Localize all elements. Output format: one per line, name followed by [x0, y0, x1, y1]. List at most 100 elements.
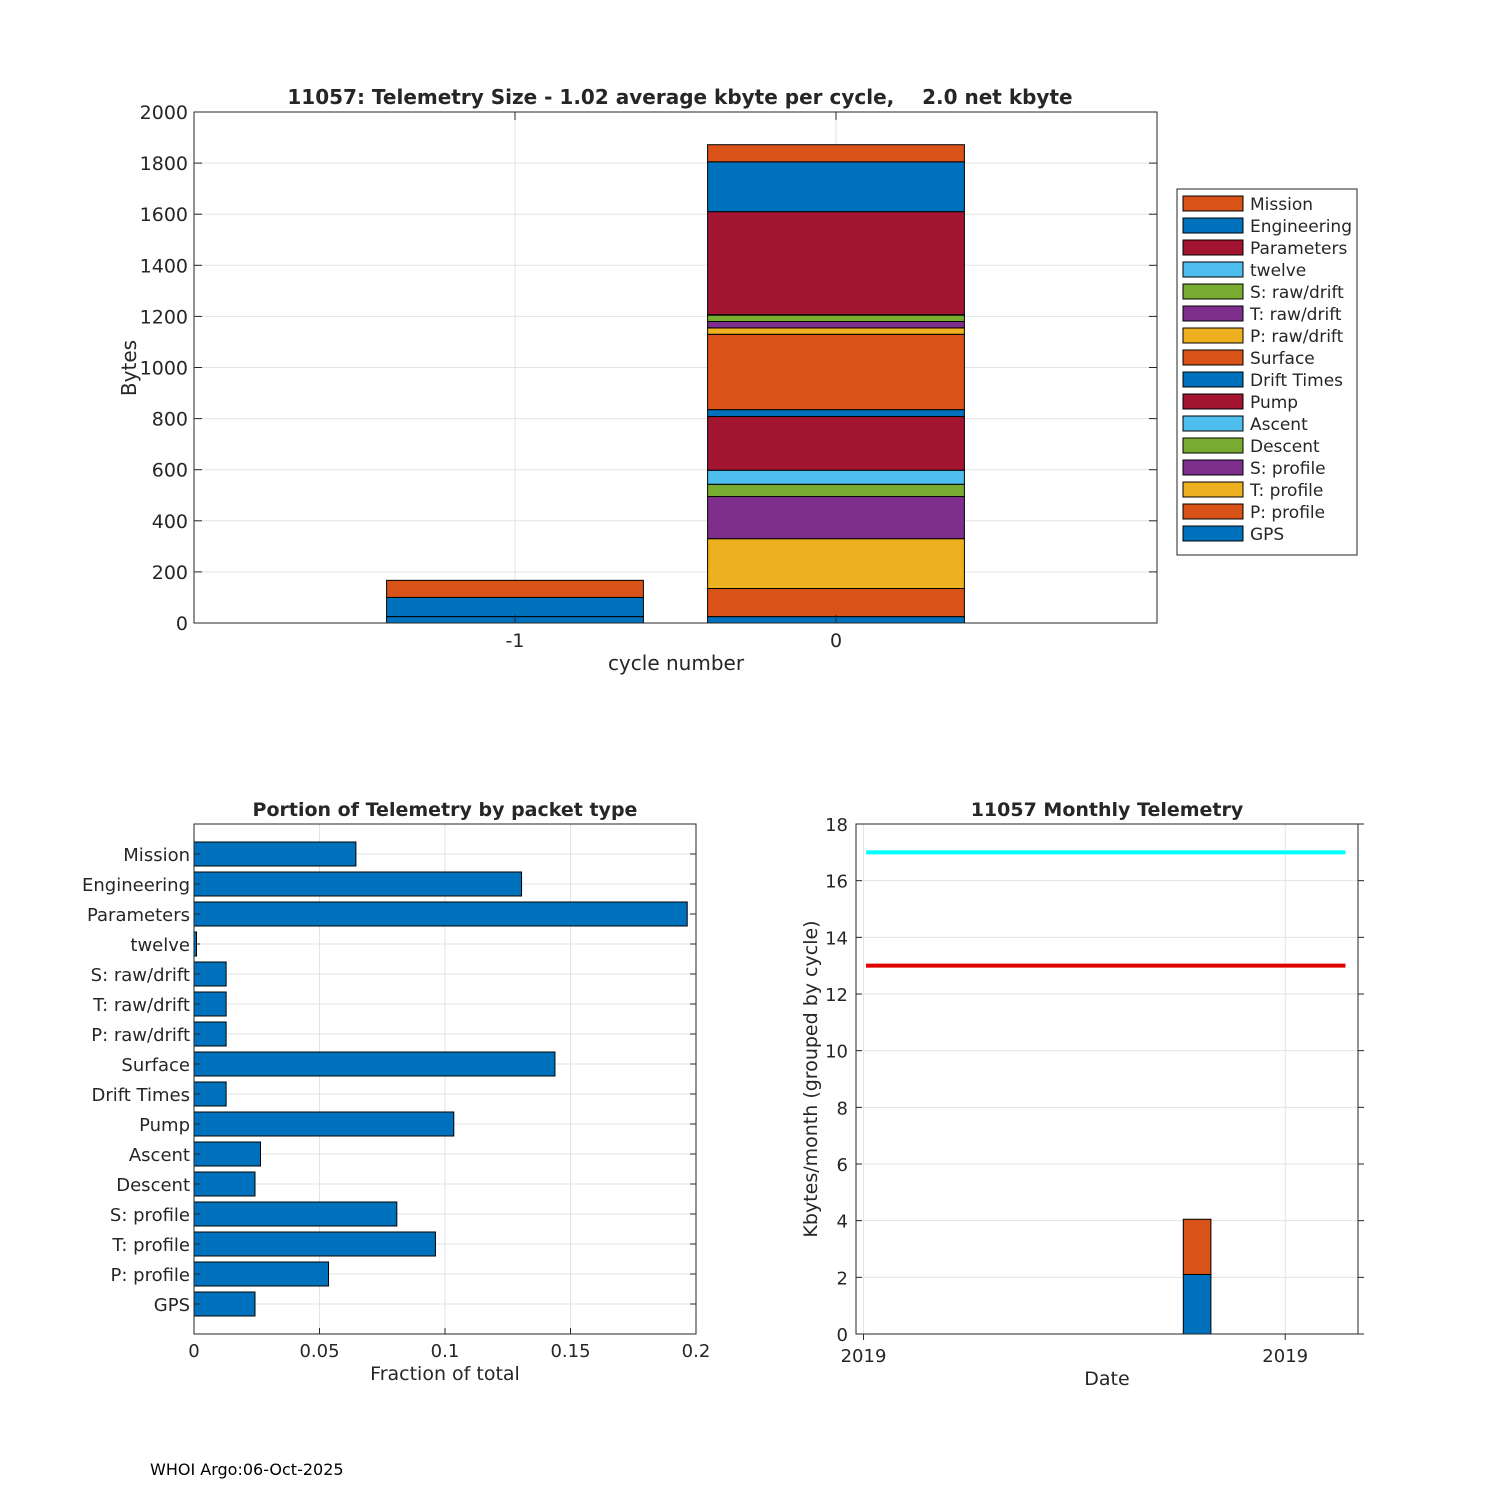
chart1-ytick-label: 400 — [152, 511, 188, 533]
chart1-ytick-label: 1000 — [140, 358, 188, 380]
chart1-legend-label: Engineering — [1250, 217, 1352, 237]
chart2-bar — [193, 1291, 256, 1317]
chart1-legend-label: P: raw/drift — [1250, 327, 1344, 347]
chart2-ytick-label: P: raw/drift — [91, 1025, 190, 1046]
chart2-xlabel: Fraction of total — [370, 1363, 520, 1385]
chart1-bar-segment — [386, 579, 644, 598]
chart3-title: 11057 Monthly Telemetry — [971, 799, 1244, 821]
chart1-ytick-label: 1200 — [140, 306, 188, 328]
chart2-bar — [193, 1231, 436, 1257]
chart1-legend-label: S: profile — [1250, 459, 1326, 479]
chart2-ytick-label: Ascent — [129, 1145, 190, 1166]
chart1-xlabel: cycle number — [608, 651, 745, 675]
chart1-bar-segment — [707, 409, 965, 418]
chart1-bar-segment — [707, 144, 965, 163]
monthly-telemetry-chart: 11057 Monthly Telemetry 0 2 4 6 8 10 12 14 16 18 2… — [800, 799, 1364, 1390]
chart3-ytick-label: 18 — [825, 815, 848, 836]
chart2-ytick-label: S: raw/drift — [91, 965, 190, 986]
chart3-ytick-label: 4 — [837, 1212, 848, 1233]
chart3-xtick-label: 2019 — [1262, 1346, 1308, 1367]
chart1-legend-label: S: raw/drift — [1250, 283, 1344, 303]
chart1-legend-label: Parameters — [1250, 239, 1347, 259]
chart3-axes-box — [855, 823, 1359, 1335]
chart1-bar-segment — [707, 321, 965, 329]
chart1-bar-segment — [707, 483, 965, 498]
chart1-legend-label: twelve — [1250, 261, 1306, 281]
chart1-legend-swatch — [1182, 239, 1244, 256]
chart1-ytick-label: 600 — [152, 460, 188, 482]
chart2-xtick-label: 0.1 — [431, 1341, 460, 1362]
chart1-legend-swatch — [1182, 217, 1244, 234]
chart2-bar — [193, 1171, 256, 1197]
chart2-xtick-label: 0 — [188, 1341, 199, 1362]
chart1-bar-segment — [707, 327, 965, 335]
chart1-bar-segment — [707, 314, 965, 323]
chart2-xtick-label: 0.2 — [682, 1341, 711, 1362]
chart1-legend-label: Descent — [1250, 437, 1320, 457]
chart1-bar-segment — [707, 211, 965, 316]
chart1-legend-swatch — [1182, 415, 1244, 432]
chart1-bar-segment — [707, 469, 965, 485]
chart1-legend-label: Ascent — [1250, 415, 1308, 435]
chart2-bar — [193, 841, 357, 867]
chart2-ytick-label: Pump — [139, 1115, 190, 1136]
chart1-xtick-label: -1 — [506, 630, 525, 652]
chart2-ytick-label: S: profile — [110, 1205, 190, 1226]
chart1-legend-swatch — [1182, 481, 1244, 498]
chart2-ytick-label: GPS — [154, 1295, 190, 1316]
chart2-bar — [193, 1111, 455, 1137]
chart1-legend-label: Surface — [1250, 349, 1315, 369]
chart2-ytick-label: Descent — [116, 1175, 190, 1196]
chart2-bar — [193, 1261, 330, 1287]
chart1-legend-swatch — [1182, 503, 1244, 520]
chart2-ytick-label: Surface — [121, 1055, 190, 1076]
chart1-legend-label: T: profile — [1249, 481, 1323, 501]
chart1-bar-segment — [707, 496, 965, 540]
chart2-ytick-label: twelve — [130, 935, 190, 956]
chart1-legend-label: T: raw/drift — [1249, 305, 1342, 325]
chart2-ytick-label: Parameters — [87, 905, 190, 926]
chart3-ylabel: Kbytes/month (grouped by cycle) — [800, 920, 822, 1237]
chart2-bar — [193, 871, 523, 897]
chart1-ytick-label: 200 — [152, 562, 188, 584]
chart1-title: 11057: Telemetry Size - 1.02 average kby… — [287, 85, 1072, 109]
chart2-bar — [193, 1201, 398, 1227]
chart1-legend-swatch — [1182, 437, 1244, 454]
footer-stamp: WHOI Argo:06-Oct-2025 — [150, 1460, 344, 1479]
chart2-ytick-label: T: profile — [111, 1235, 190, 1256]
chart1-xtick-label: 0 — [830, 630, 842, 652]
chart1-legend-swatch — [1182, 327, 1244, 344]
chart1-legend-swatch — [1182, 459, 1244, 476]
chart3-ytick-label: 6 — [837, 1155, 848, 1176]
chart2-bar — [193, 901, 688, 927]
chart2-bar — [193, 1141, 262, 1167]
chart3-ytick-label: 0 — [837, 1325, 848, 1346]
chart3-ytick-label: 12 — [825, 985, 848, 1006]
chart3-ytick-label: 14 — [825, 928, 848, 949]
chart2-title: Portion of Telemetry by packet type — [253, 799, 638, 821]
chart3-bar-segment — [1182, 1274, 1212, 1335]
chart1-legend-swatch — [1182, 371, 1244, 388]
chart3-ytick-label: 16 — [825, 872, 848, 893]
chart1-legend-swatch — [1182, 305, 1244, 322]
chart1-bar-segment — [707, 161, 965, 213]
chart1-ytick-label: 0 — [176, 613, 188, 635]
chart3-ytick-label: 10 — [825, 1042, 848, 1063]
chart2-xtick-label: 0.15 — [550, 1341, 590, 1362]
chart1-legend-label: Pump — [1250, 393, 1298, 413]
chart1-legend-swatch — [1182, 283, 1244, 300]
chart1-legend-swatch — [1182, 349, 1244, 366]
chart3-bar-segment — [1182, 1218, 1212, 1275]
chart1-ytick-label: 2000 — [140, 102, 188, 124]
chart1-bar-segment — [707, 333, 965, 411]
chart1-legend-swatch — [1182, 525, 1244, 542]
chart1-legend-label: GPS — [1250, 525, 1284, 545]
chart1-legend-label: Mission — [1250, 195, 1313, 215]
chart1-ytick-label: 1400 — [140, 255, 188, 277]
chart2-ytick-label: Mission — [123, 845, 190, 866]
chart1-legend-label: P: profile — [1250, 503, 1325, 523]
chart1-bar-segment — [707, 416, 965, 471]
chart2-ytick-label: T: raw/drift — [92, 995, 190, 1016]
